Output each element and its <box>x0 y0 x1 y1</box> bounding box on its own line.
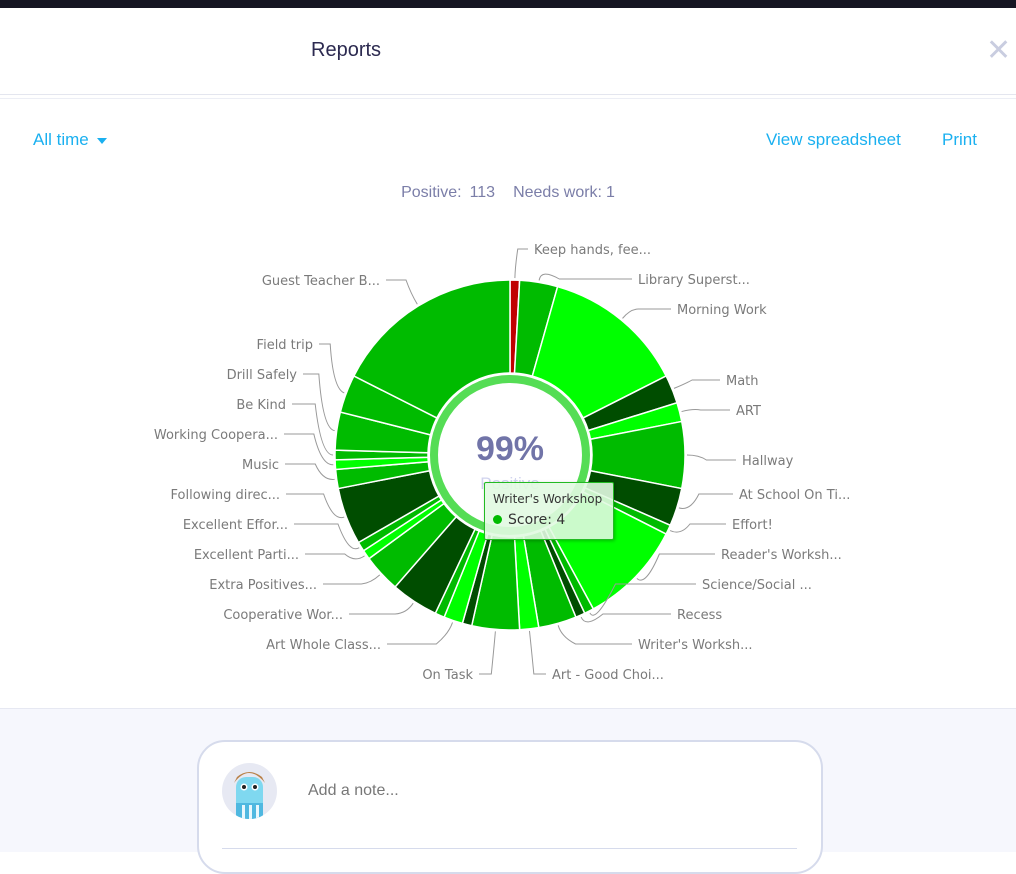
label-connector <box>622 308 671 319</box>
tooltip-title: Writer's Workshop <box>493 492 603 506</box>
slice-label: Art - Good Choi... <box>552 668 664 683</box>
label-connector <box>319 343 345 394</box>
add-note-input[interactable] <box>290 763 795 818</box>
label-connector <box>589 583 696 616</box>
label-connector <box>286 493 345 519</box>
caret-down-icon <box>96 137 107 144</box>
date-range-dropdown[interactable]: All time <box>33 130 107 150</box>
label-connector <box>387 622 454 645</box>
positive-label: Positive: <box>401 184 462 201</box>
positive-count: 113 <box>469 184 496 201</box>
chart-tooltip: Writer's Workshop Score: 4 <box>484 482 614 540</box>
slice-label: Cooperative Wor... <box>223 608 343 623</box>
print-link[interactable]: Print <box>942 130 977 149</box>
series-dot-icon <box>493 515 502 524</box>
label-connector <box>323 574 381 585</box>
label-connector <box>386 279 418 305</box>
tooltip-series: Score: <box>508 512 552 528</box>
label-connector <box>686 454 736 461</box>
note-divider <box>222 848 797 849</box>
slice-label: Hallway <box>742 454 794 469</box>
label-connector <box>636 553 715 581</box>
label-connector <box>678 493 733 509</box>
tooltip-value: 4 <box>556 512 566 528</box>
slice-label: Keep hands, fee... <box>534 243 651 258</box>
needs-work-label: Needs work: <box>513 184 602 201</box>
center-percent: 99% <box>476 430 544 468</box>
label-connector <box>528 630 546 675</box>
label-connector <box>669 523 726 533</box>
view-spreadsheet-link[interactable]: View spreadsheet <box>766 130 901 149</box>
slice-label: Art Whole Class... <box>266 638 381 653</box>
label-connector <box>514 248 528 279</box>
label-connector <box>349 602 414 615</box>
slice-label: Working Coopera... <box>154 428 278 443</box>
label-connector <box>284 433 334 466</box>
label-connector <box>681 409 730 413</box>
page-title: Reports <box>311 39 382 61</box>
slice-label: On Task <box>422 668 473 683</box>
modal-header: Reports ✕ <box>0 8 1016 95</box>
slice-label: Morning Work <box>677 303 767 318</box>
tooltip-row: Score: 4 <box>493 512 565 528</box>
label-connector <box>580 613 671 623</box>
label-connector <box>673 379 720 389</box>
label-connector <box>294 523 360 550</box>
slice-label: Excellent Parti... <box>194 548 299 563</box>
needs-work-count: 1 <box>606 184 615 201</box>
slice-label: Guest Teacher B... <box>262 274 380 289</box>
slice-label: Science/Social ... <box>702 578 812 593</box>
pie-slice[interactable] <box>352 279 511 419</box>
avatar <box>222 763 277 819</box>
slice-label: Math <box>726 374 759 389</box>
label-connector <box>557 625 632 645</box>
label-connector <box>303 373 335 432</box>
slice-label: Library Superst... <box>638 273 750 288</box>
label-connector <box>538 273 632 281</box>
slice-label: Extra Positives... <box>209 578 317 593</box>
window-top-bar <box>0 0 1016 8</box>
slice-label: Reader's Worksh... <box>721 548 842 563</box>
slice-label: Drill Safely <box>227 368 298 383</box>
slice-label: ART <box>736 404 761 419</box>
label-connector <box>285 463 335 480</box>
divider <box>0 98 1016 99</box>
slice-label: Effort! <box>732 518 773 533</box>
slice-label: Excellent Effor... <box>183 518 288 533</box>
slice-label: Field trip <box>257 338 313 353</box>
label-connector <box>305 553 365 560</box>
slice-label: Following direc... <box>171 488 280 503</box>
slice-label: Recess <box>677 608 722 623</box>
slice-label: Music <box>242 458 279 473</box>
slice-label: At School On Ti... <box>739 488 850 503</box>
summary-counts: Positive: 113 Needs work: 1 <box>0 184 1016 202</box>
slice-label: Writer's Worksh... <box>638 638 752 653</box>
label-connector <box>479 631 496 675</box>
date-range-label: All time <box>33 130 89 149</box>
pie-slice[interactable] <box>531 285 668 419</box>
close-icon[interactable]: ✕ <box>986 34 1012 67</box>
slice-label: Be Kind <box>236 398 286 413</box>
label-connector <box>292 403 334 456</box>
